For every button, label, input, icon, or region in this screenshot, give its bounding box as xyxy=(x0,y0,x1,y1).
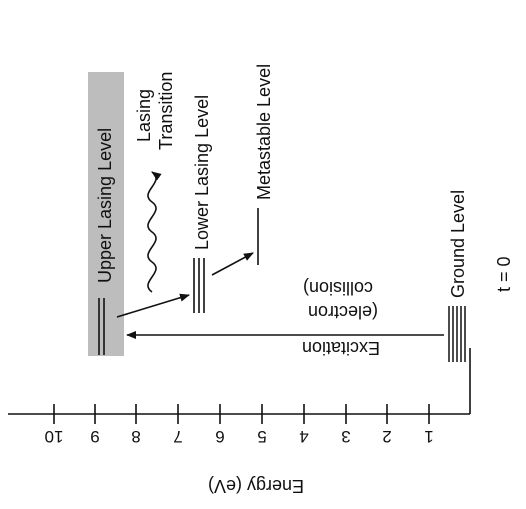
metastable-level-label: Metastable Level xyxy=(254,64,274,200)
axis-tick-label: 6 xyxy=(215,427,224,446)
excitation: Excitation (electron collision) xyxy=(126,278,444,358)
lasing-transition-line1: Lasing xyxy=(134,89,154,142)
upper-lasing-level: Upper Lasing Level xyxy=(88,72,124,356)
axis-tick-label: 8 xyxy=(131,427,140,446)
decay-arrow-to-metastable xyxy=(211,252,254,276)
axis-tick-label: 10 xyxy=(45,427,64,446)
lower-lasing-level: Lower Lasing Level xyxy=(192,95,212,313)
upper-level-highlight xyxy=(88,72,124,356)
excitation-line1: Excitation xyxy=(302,338,380,358)
excitation-line2: (electron xyxy=(308,302,378,322)
decay-arrow-to-lower xyxy=(116,293,190,318)
ground-level: Ground Level xyxy=(448,190,468,362)
axis-tick-label: 3 xyxy=(341,427,350,446)
ground-level-label: Ground Level xyxy=(448,190,468,298)
axis-tick-label: 4 xyxy=(299,427,308,446)
excitation-line3: collision) xyxy=(303,278,373,298)
upper-level-label: Upper Lasing Level xyxy=(95,128,115,283)
axis-tick-label: 5 xyxy=(257,427,266,446)
lasing-wave-arrow xyxy=(147,171,162,293)
lower-level-label: Lower Lasing Level xyxy=(192,95,212,250)
lasing-transition: Lasing Transition xyxy=(134,72,176,293)
metastable-level: Metastable Level xyxy=(254,64,274,265)
time-label: t = 0 xyxy=(494,256,514,292)
axis-tick-label: 9 xyxy=(90,427,99,446)
axis-tick-label: 1 xyxy=(424,427,433,446)
axis-tick-label: 7 xyxy=(173,427,182,446)
axis-title: Energy (eV) xyxy=(208,476,304,496)
energy-axis: 10 9 8 7 6 5 4 3 2 1 xyxy=(8,348,471,446)
lasing-transition-line2: Transition xyxy=(156,72,176,150)
axis-tick-label: 2 xyxy=(382,427,391,446)
axis-ticks: 10 9 8 7 6 5 4 3 2 1 xyxy=(45,404,434,446)
